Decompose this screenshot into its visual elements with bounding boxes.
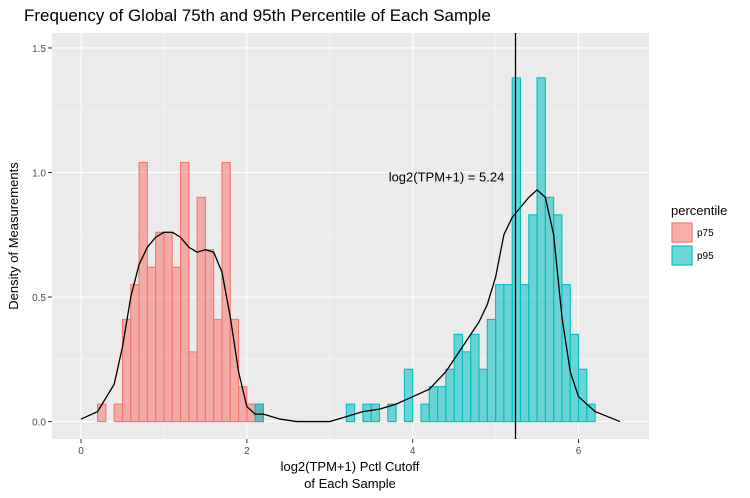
bar-p95 [254, 403, 264, 423]
bar-p75 [113, 403, 124, 423]
x-tick-label: 2 [244, 446, 250, 457]
bar-p95 [536, 77, 546, 423]
bar-p95 [370, 403, 381, 423]
bar-p95 [577, 368, 588, 423]
chart-title: Frequency of Global 75th and 95th Percen… [24, 6, 491, 25]
bar-p95 [345, 403, 356, 423]
bar-p75 [97, 403, 107, 423]
histogram-bars [97, 77, 596, 423]
y-tick-label: 0.0 [32, 418, 46, 429]
bar-p75 [179, 161, 190, 423]
bar-p95 [486, 318, 497, 423]
y-axis-title: Density of Measurements [6, 162, 21, 310]
bar-p75 [121, 318, 132, 423]
bar-p95 [495, 284, 505, 423]
y-tick-label: 1.0 [32, 168, 46, 179]
bar-p75 [213, 318, 223, 423]
x-axis-title-line1: log2(TPM+1) Pctl Cutoff [281, 459, 420, 474]
bar-p95 [445, 368, 455, 423]
bar-p95 [403, 368, 414, 423]
bar-p75 [146, 266, 157, 423]
bar-p95 [478, 368, 488, 423]
density-curve [80, 189, 621, 423]
bar-p95 [528, 214, 538, 423]
bar-p75 [188, 351, 198, 423]
x-axis-title-line2: of Each Sample [304, 476, 396, 491]
legend-label-p95: p95 [697, 251, 714, 262]
legend-title: percentile [671, 203, 727, 218]
bar-p95 [503, 284, 513, 423]
bar-p75 [229, 318, 240, 423]
bar-p95 [362, 403, 372, 423]
bar-p95 [437, 386, 447, 423]
bar-p95 [569, 333, 580, 423]
x-axis-ticks: 0 2 4 6 [78, 439, 582, 457]
bar-p75 [155, 231, 165, 423]
bar-p95 [470, 333, 480, 423]
x-tick-label: 0 [78, 446, 84, 457]
y-tick-label: 1.5 [32, 44, 46, 55]
bar-p75 [130, 284, 140, 423]
y-tick-label: 0.5 [32, 293, 46, 304]
x-tick-label: 4 [410, 446, 416, 457]
x-tick-label: 6 [576, 446, 582, 457]
legend-label-p75: p75 [697, 228, 714, 239]
bar-p75 [163, 231, 173, 423]
legend-swatch-p95 [671, 245, 693, 266]
reference-line-label: log2(TPM+1) = 5.24 [389, 169, 505, 184]
bar-p95 [519, 284, 530, 423]
bar-p75 [196, 196, 206, 423]
legend: percentile p75 p95 [671, 203, 727, 266]
bar-p95 [511, 77, 522, 423]
bar-p95 [461, 351, 472, 423]
bar-p95 [428, 386, 439, 423]
y-axis-ticks: 0.0 0.5 1.0 1.5 [32, 44, 52, 429]
bar-p75 [171, 266, 182, 423]
bar-p75 [138, 161, 148, 423]
bar-p95 [561, 284, 571, 423]
bar-p95 [387, 403, 397, 423]
bar-p95 [420, 403, 430, 423]
bar-p75 [204, 249, 215, 423]
bar-p95 [586, 403, 596, 423]
bar-p95 [453, 333, 463, 423]
legend-swatch-p75 [671, 222, 693, 243]
